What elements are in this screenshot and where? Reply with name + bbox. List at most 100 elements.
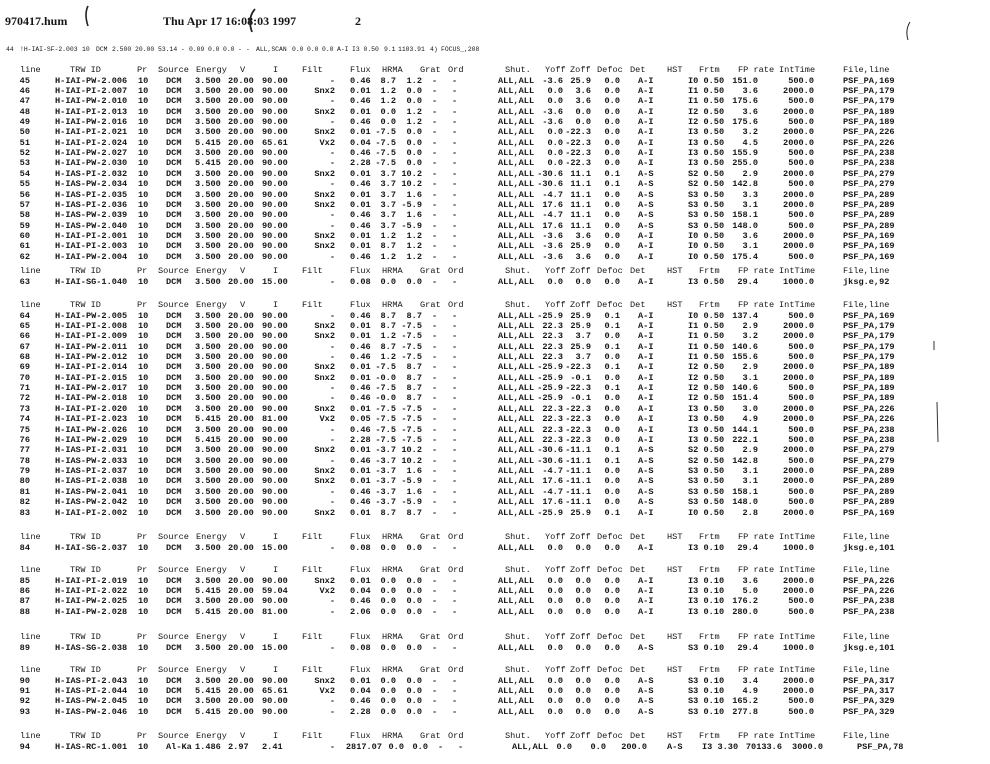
cell-trw-id: H-IAI-PI-2.024 <box>55 137 128 148</box>
cell-priority: 10 <box>138 189 149 200</box>
cell-voltage: 20.00 <box>228 148 254 159</box>
cell-energy: 3.500 <box>195 696 221 707</box>
cell-detector: A-I <box>638 507 654 518</box>
cell-hrma-y: -7.5 <box>375 414 396 425</box>
cell-file-line: PSF_PA,179 <box>843 96 895 107</box>
cell-file-line: PSF_PA,317 <box>843 685 895 696</box>
cell-y-offset: 22.3 <box>542 434 563 445</box>
cell-z-offset: 11.1 <box>570 189 591 200</box>
cell-order: - <box>452 231 458 242</box>
column-header-line: line <box>20 565 41 575</box>
cell-file-line: PSF_PA,329 <box>843 706 895 717</box>
cell-y-offset: 0.0 <box>547 675 563 686</box>
column-header-flux: Flux <box>350 731 371 741</box>
cell-grating: - <box>432 466 438 477</box>
cell-hrma-y: -0.0 <box>375 372 396 383</box>
cell-hrma-y: -7.5 <box>375 362 396 373</box>
cell-z-offset: 0.0 <box>575 706 591 717</box>
cell-grating: - <box>432 685 438 696</box>
cell-file-line: PSF_PA,226 <box>843 414 895 425</box>
cell-hrma-y: 3.7 <box>380 220 396 231</box>
cell-y-offset: 0.0 <box>547 585 563 596</box>
cell-order: - <box>452 331 458 342</box>
cell-shutter: ALL,ALL <box>498 445 535 456</box>
cell-energy: 3.500 <box>195 424 221 435</box>
cell-file-line: PSF_PA,289 <box>843 189 895 200</box>
cell-file-line: PSF_PA,226 <box>843 585 895 596</box>
cell-filter: - <box>329 210 335 221</box>
cell-detector: A-I <box>638 341 654 352</box>
cell-defocus: 0.0 <box>604 486 620 497</box>
cell-source: DCM <box>166 455 182 466</box>
cell-shutter: ALL,ALL <box>498 179 535 190</box>
cell-defocus: 0.0 <box>604 96 620 107</box>
cell-voltage: 20.00 <box>228 199 254 210</box>
cell-order: - <box>452 251 458 262</box>
cell-z-offset: 0.0 <box>575 585 591 596</box>
cell-trw-id: H-IAI-SG-1.040 <box>55 276 128 287</box>
column-header-zoff: Zoff <box>570 65 591 75</box>
cell-frame-time: I0 0.50 <box>688 75 725 86</box>
cell-filter: - <box>329 455 335 466</box>
column-header-source: Source <box>158 300 189 310</box>
cell-int-time: 2000.0 <box>783 372 814 383</box>
cell-defocus: 0.0 <box>604 148 620 159</box>
cell-voltage: 20.00 <box>228 331 254 342</box>
cell-file-line: PSF_PA,289 <box>843 486 895 497</box>
cell-detector: A-S <box>638 189 654 200</box>
cell-hrma-y: 3.7 <box>380 199 396 210</box>
cell-hrma-y: -3.7 <box>375 455 396 466</box>
column-header-pr: Pr <box>137 632 148 642</box>
cell-line-number: 70 <box>19 372 30 383</box>
cell-file-line: PSF_PA,238 <box>843 606 895 617</box>
cell-detector: A-I <box>638 585 654 596</box>
cell-filter: - <box>329 424 335 435</box>
cell-trw-id: H-IAS-PW-2.041 <box>55 486 128 497</box>
cell-z-offset: 0.0 <box>575 596 591 607</box>
cell-order: - <box>452 168 458 179</box>
cell-fp-rate: 3.1 <box>742 199 758 210</box>
cell-source: DCM <box>166 158 182 169</box>
cell-trw-id: H-IAI-PI-2.007 <box>55 85 128 96</box>
column-header-source: Source <box>158 266 189 276</box>
cell-voltage: 20.00 <box>228 127 254 138</box>
cell-trw-id: H-IAS-PW-2.042 <box>55 497 128 508</box>
cell-trw-id: H-IAS-PW-2.046 <box>55 706 128 717</box>
cell-grating: - <box>432 585 438 596</box>
cell-voltage: 20.00 <box>228 424 254 435</box>
cell-order: - <box>452 596 458 607</box>
cell-defocus: 0.1 <box>604 168 620 179</box>
cell-file-line: PSF_PA,226 <box>843 127 895 138</box>
cell-y-offset: 22.3 <box>542 320 563 331</box>
cell-detector: A-I <box>638 575 654 586</box>
line44-field: - <box>238 46 242 53</box>
cell-energy: 3.500 <box>195 351 221 362</box>
cell-defocus: 0.0 <box>604 85 620 96</box>
line44-field: 0.09 <box>189 46 205 53</box>
cell-source: DCM <box>166 507 182 518</box>
cell-source: DCM <box>166 179 182 190</box>
cell-filter: - <box>329 741 335 752</box>
cell-voltage: 20.00 <box>228 497 254 508</box>
cell-energy: 3.500 <box>195 362 221 373</box>
cell-fp-rate: 2.9 <box>742 168 758 179</box>
cell-shutter: ALL,ALL <box>498 137 535 148</box>
cell-y-offset: 22.3 <box>542 341 563 352</box>
cell-flux: 0.08 <box>350 276 371 287</box>
cell-z-offset: 3.6 <box>575 231 591 242</box>
column-header-ord: Ord <box>448 731 464 741</box>
cell-defocus: 0.1 <box>604 383 620 394</box>
cell-order: - <box>452 372 458 383</box>
cell-line-number: 48 <box>19 106 30 117</box>
cell-defocus: 0.0 <box>604 251 620 262</box>
column-header-filt: Filt <box>302 300 323 310</box>
line44-field: A-I <box>337 46 349 53</box>
cell-current: 90.00 <box>262 179 288 190</box>
cell-fp-rate: 4.9 <box>742 414 758 425</box>
cell-hrma-z: -7.5 <box>401 414 422 425</box>
cell-y-offset: -3.6 <box>542 75 563 86</box>
cell-grating: - <box>432 158 438 169</box>
column-header-det: Det <box>630 266 646 276</box>
column-header-filt: Filt <box>302 632 323 642</box>
cell-source: DCM <box>166 696 182 707</box>
